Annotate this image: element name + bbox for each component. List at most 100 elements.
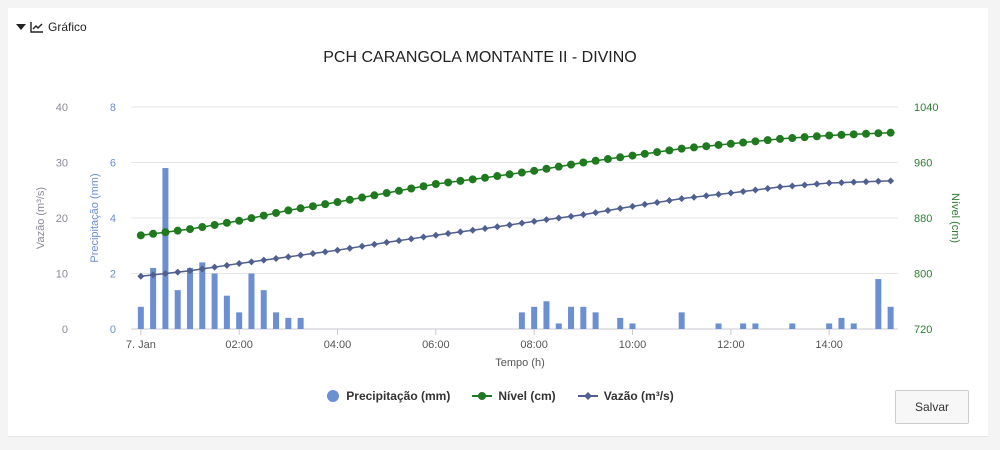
vazao-point bbox=[432, 231, 440, 239]
save-button[interactable]: Salvar bbox=[895, 390, 969, 424]
chart-section-label: Gráfico bbox=[48, 20, 87, 34]
nivel-point bbox=[345, 195, 354, 204]
y-tick-label-nivel: 720 bbox=[914, 324, 932, 336]
nivel-point bbox=[468, 175, 477, 184]
vazao-point bbox=[198, 265, 206, 273]
vazao-point bbox=[629, 202, 636, 210]
vazao-point bbox=[272, 255, 280, 263]
vazao-point bbox=[149, 271, 157, 279]
chart-section-toggle[interactable]: Gráfico bbox=[16, 20, 87, 34]
precipitation-bar bbox=[543, 301, 550, 329]
precipitation-bar bbox=[137, 306, 144, 329]
precipitation-bar bbox=[678, 312, 685, 329]
vazao-point bbox=[309, 250, 317, 258]
nivel-point bbox=[554, 162, 563, 171]
vazao-point bbox=[334, 246, 341, 254]
legend-item-precipitacao[interactable]: Precipitação (mm) bbox=[326, 389, 450, 403]
precipitation-bar bbox=[236, 312, 243, 329]
y-tick-label-vazao: 30 bbox=[56, 158, 68, 170]
legend-label: Vazão (m³/s) bbox=[603, 389, 674, 403]
nivel-point bbox=[517, 168, 526, 177]
precipitation-bar bbox=[568, 306, 575, 329]
nivel-point bbox=[726, 139, 735, 148]
vazao-point bbox=[358, 242, 366, 250]
vazao-point bbox=[297, 251, 305, 259]
chart-legend: Precipitação (mm) Nível (cm) Vazão (m³/s… bbox=[0, 389, 1000, 403]
vazao-point bbox=[493, 223, 501, 231]
vazao-point bbox=[247, 258, 255, 266]
nivel-point bbox=[886, 128, 895, 137]
nivel-point bbox=[161, 228, 170, 237]
nivel-point bbox=[370, 191, 379, 200]
nivel-point bbox=[702, 142, 711, 151]
precipitation-bar bbox=[531, 306, 538, 329]
precipitation-bar bbox=[740, 323, 747, 329]
vazao-point bbox=[616, 204, 624, 212]
y-tick-label-nivel: 800 bbox=[914, 269, 932, 281]
nivel-point bbox=[849, 130, 858, 139]
legend-label: Nível (cm) bbox=[498, 389, 556, 403]
vazao-point bbox=[665, 197, 673, 205]
vazao-point bbox=[137, 272, 145, 280]
vazao-point bbox=[174, 268, 182, 276]
vazao-point bbox=[887, 177, 895, 185]
nivel-point bbox=[616, 153, 625, 162]
nivel-point bbox=[235, 216, 244, 225]
legend-item-vazao[interactable]: Vazão (m³/s) bbox=[577, 389, 674, 403]
x-tick-label: 02:00 bbox=[225, 339, 253, 351]
precipitation-bar bbox=[875, 279, 882, 329]
vazao-point bbox=[776, 183, 784, 191]
precipitation-bar bbox=[592, 312, 599, 329]
caret-down-icon bbox=[16, 24, 26, 30]
y-tick-label-precipitacao: 0 bbox=[110, 324, 116, 336]
vazao-point bbox=[542, 216, 550, 224]
vazao-point bbox=[567, 212, 575, 220]
legend-item-nivel[interactable]: Nível (cm) bbox=[472, 389, 556, 403]
nivel-point bbox=[689, 143, 698, 152]
nivel-point bbox=[751, 137, 760, 146]
nivel-point bbox=[247, 214, 256, 223]
vazao-point bbox=[211, 263, 219, 271]
legend-label: Precipitação (mm) bbox=[346, 389, 451, 403]
nivel-point bbox=[603, 155, 612, 164]
precipitation-bar bbox=[850, 323, 857, 329]
y-tick-label-vazao: 40 bbox=[56, 102, 68, 114]
x-tick-label: 08:00 bbox=[520, 339, 548, 351]
vazao-point bbox=[383, 238, 391, 246]
vazao-point bbox=[530, 217, 538, 225]
x-tick-label: 04:00 bbox=[324, 339, 352, 351]
nivel-point bbox=[149, 229, 158, 238]
chart-panel bbox=[8, 8, 988, 437]
vazao-point bbox=[604, 207, 612, 215]
nivel-point bbox=[444, 178, 453, 187]
vazao-point bbox=[223, 261, 231, 269]
precipitation-bar bbox=[285, 317, 292, 329]
vazao-point bbox=[481, 225, 489, 233]
vazao-point bbox=[678, 195, 686, 203]
nivel-point bbox=[837, 130, 846, 139]
vazao-point bbox=[456, 228, 464, 236]
precipitation-bar bbox=[555, 323, 562, 329]
y-axis-label-vazao: Vazão (m³/s) bbox=[35, 187, 47, 249]
nivel-point bbox=[321, 200, 330, 209]
precipitation-bar bbox=[518, 312, 525, 329]
vazao-point bbox=[788, 182, 796, 190]
vazao-point bbox=[321, 248, 329, 256]
vazao-point bbox=[407, 235, 415, 243]
vazao-point bbox=[284, 253, 292, 261]
vazao-point bbox=[653, 198, 661, 206]
y-tick-label-precipitacao: 8 bbox=[110, 102, 116, 114]
y-tick-label-nivel: 960 bbox=[914, 158, 932, 170]
nivel-point bbox=[776, 134, 784, 143]
vazao-point bbox=[874, 177, 882, 185]
nivel-point bbox=[358, 193, 367, 202]
nivel-point bbox=[456, 176, 465, 185]
vazao-point bbox=[555, 214, 563, 222]
nivel-point bbox=[677, 144, 686, 153]
vazao-point bbox=[444, 230, 452, 238]
nivel-point bbox=[739, 138, 748, 147]
nivel-point bbox=[567, 160, 576, 169]
nivel-point bbox=[186, 225, 194, 234]
vazao-point bbox=[641, 200, 649, 208]
nivel-point bbox=[481, 173, 489, 182]
